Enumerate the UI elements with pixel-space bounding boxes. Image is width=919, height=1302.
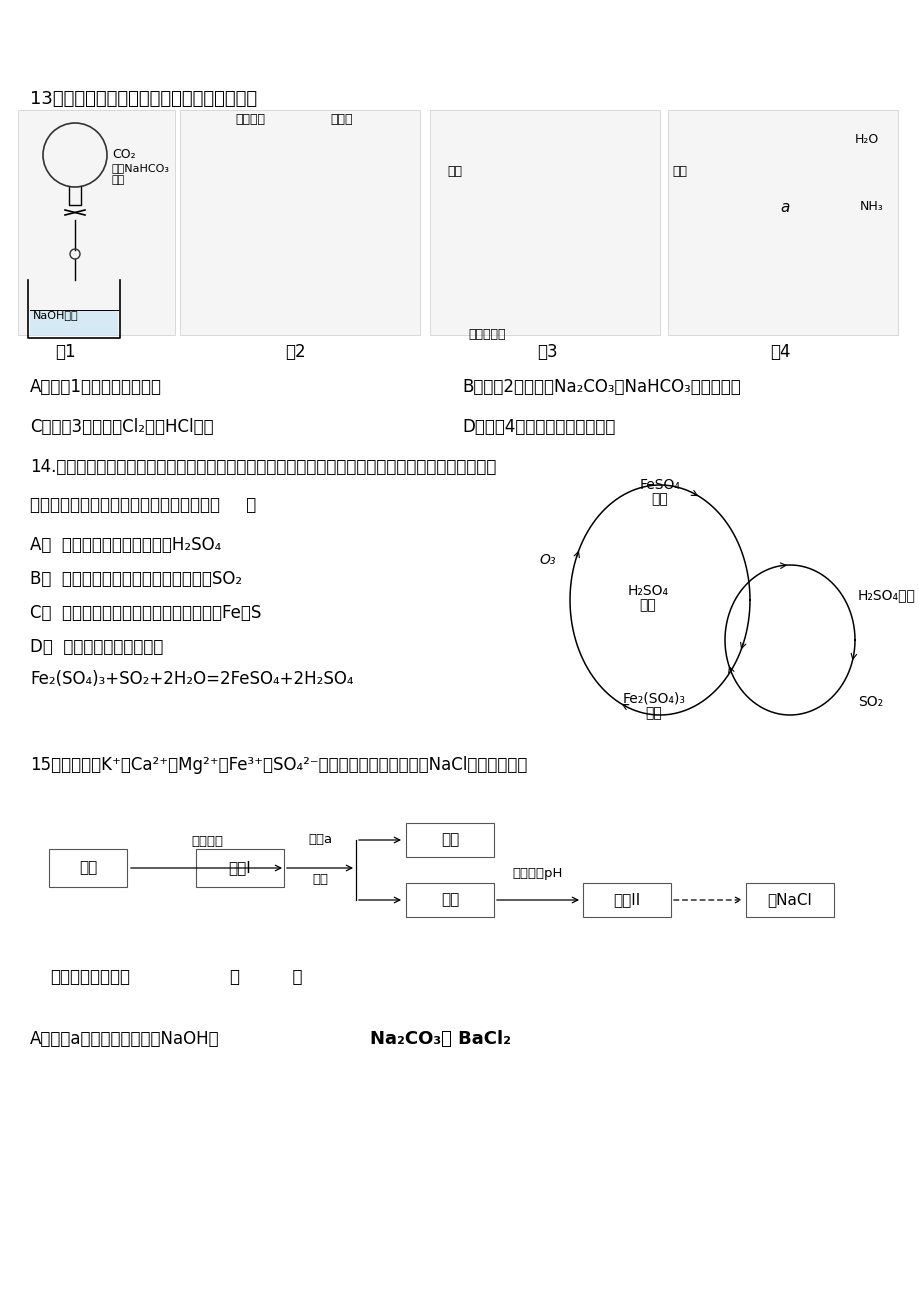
Bar [745, 883, 834, 917]
Text: a: a [779, 201, 789, 215]
Text: 试剑a: 试剑a [308, 833, 332, 846]
Text: 过滤: 过滤 [312, 874, 328, 885]
Text: A．试剑a的滴加顺序依次为NaOH、: A．试剑a的滴加顺序依次为NaOH、 [30, 1030, 220, 1048]
Text: 13．某课外实验小组设计的下列实验合理的是: 13．某课外实验小组设计的下列实验合理的是 [30, 90, 256, 108]
Bar [18, 109, 175, 335]
Text: Fe₂(SO₄)₃: Fe₂(SO₄)₃ [622, 691, 685, 706]
Bar [196, 849, 284, 887]
Text: 溶液: 溶液 [639, 598, 655, 612]
Text: 溶液: 溶液 [651, 492, 667, 506]
Text: A．  该过程中可得到化工产品H₂SO₄: A． 该过程中可得到化工产品H₂SO₄ [30, 536, 221, 553]
Text: 溶液: 溶液 [645, 706, 662, 720]
Text: 14.含硫煟燃烧会产生大气污染物，为防治该污染，某工厂设计了新的治污方法，同时可得到化工产品，: 14.含硫煟燃烧会产生大气污染物，为防治该污染，某工厂设计了新的治污方法，同时可… [30, 458, 496, 477]
Bar [405, 883, 494, 917]
Text: （          ）: （ ） [230, 967, 302, 986]
Text: 加水溶解: 加水溶解 [191, 835, 222, 848]
Text: CO₂: CO₂ [112, 148, 135, 161]
Text: 图2: 图2 [284, 342, 305, 361]
Text: 溶液: 溶液 [112, 174, 125, 185]
Text: 碳酸氢钠: 碳酸氢钠 [234, 113, 265, 126]
Bar [429, 109, 659, 335]
Text: 碳酸钠: 碳酸钠 [330, 113, 352, 126]
Bar [583, 883, 670, 917]
Text: 绯NaCl: 绯NaCl [766, 892, 811, 907]
Bar [180, 109, 420, 335]
Text: H₂SO₄溶液: H₂SO₄溶液 [857, 589, 915, 602]
Text: 沉淦: 沉淦 [440, 832, 459, 848]
Text: H₂O: H₂O [854, 133, 879, 146]
Text: 饱和NaHCO₃: 饱和NaHCO₃ [112, 163, 170, 173]
Text: B．用图2装置比较Na₂CO₃和NaHCO₃的热稳定性: B．用图2装置比较Na₂CO₃和NaHCO₃的热稳定性 [461, 378, 740, 396]
Bar [667, 109, 897, 335]
Text: 滤液: 滤液 [440, 892, 459, 907]
Text: B．  该工艺流程是除去煟燃烧时产生的SO₂: B． 该工艺流程是除去煟燃烧时产生的SO₂ [30, 570, 242, 589]
Text: 15、粗盐含有K⁺、Ca²⁺、Mg²⁺、Fe³⁺、SO₄²⁻等杂质离子，实验室提绯NaCl的流程如图：: 15、粗盐含有K⁺、Ca²⁺、Mg²⁺、Fe³⁺、SO₄²⁻等杂质离子，实验室提… [30, 756, 527, 773]
Text: H₂SO₄: H₂SO₄ [627, 585, 668, 598]
Bar [405, 823, 494, 857]
Bar [49, 849, 127, 887]
Text: O₃: O₃ [539, 553, 556, 566]
Text: D．  图中涉及的反应之一为: D． 图中涉及的反应之一为 [30, 638, 164, 656]
Text: 粗盐: 粗盐 [79, 861, 97, 875]
Text: NH₃: NH₃ [859, 201, 883, 214]
Text: 加盐酸调pH: 加盐酸调pH [512, 867, 562, 880]
Text: FeSO₄: FeSO₄ [639, 478, 680, 492]
Text: D．用图4装置验证氨气易溶于水: D．用图4装置验证氨气易溶于水 [461, 418, 615, 436]
Text: C．用图3装置除去Cl₂中的HCl气体: C．用图3装置除去Cl₂中的HCl气体 [30, 418, 213, 436]
Text: 下列说法错误的是: 下列说法错误的是 [50, 967, 130, 986]
Text: 图3: 图3 [536, 342, 557, 361]
Text: 气球: 气球 [671, 165, 686, 178]
Text: 饱和食盐水: 饱和食盐水 [468, 328, 505, 341]
Text: 溶液II: 溶液II [613, 892, 640, 907]
Text: 图1: 图1 [54, 342, 75, 361]
Text: NaOH溶液: NaOH溶液 [33, 310, 78, 320]
Text: 该工艺流程如图所示，下列叙述错误的是（     ）: 该工艺流程如图所示，下列叙述错误的是（ ） [30, 496, 256, 514]
Text: 气体: 气体 [447, 165, 461, 178]
Text: Fe₂(SO₄)₃+SO₂+2H₂O=2FeSO₄+2H₂SO₄: Fe₂(SO₄)₃+SO₂+2H₂O=2FeSO₄+2H₂SO₄ [30, 671, 353, 687]
Text: SO₂: SO₂ [857, 695, 882, 710]
Text: 溶液I: 溶液I [229, 861, 251, 875]
Text: C．  该过程中化合价发生改变的元素只有Fe和S: C． 该过程中化合价发生改变的元素只有Fe和S [30, 604, 261, 622]
Text: A．用图1装置完成噴泉实验: A．用图1装置完成噴泉实验 [30, 378, 162, 396]
Text: Na₂CO₃｀ BaCl₂: Na₂CO₃｀ BaCl₂ [369, 1030, 510, 1048]
Text: 图4: 图4 [769, 342, 789, 361]
Bar [30, 310, 118, 336]
